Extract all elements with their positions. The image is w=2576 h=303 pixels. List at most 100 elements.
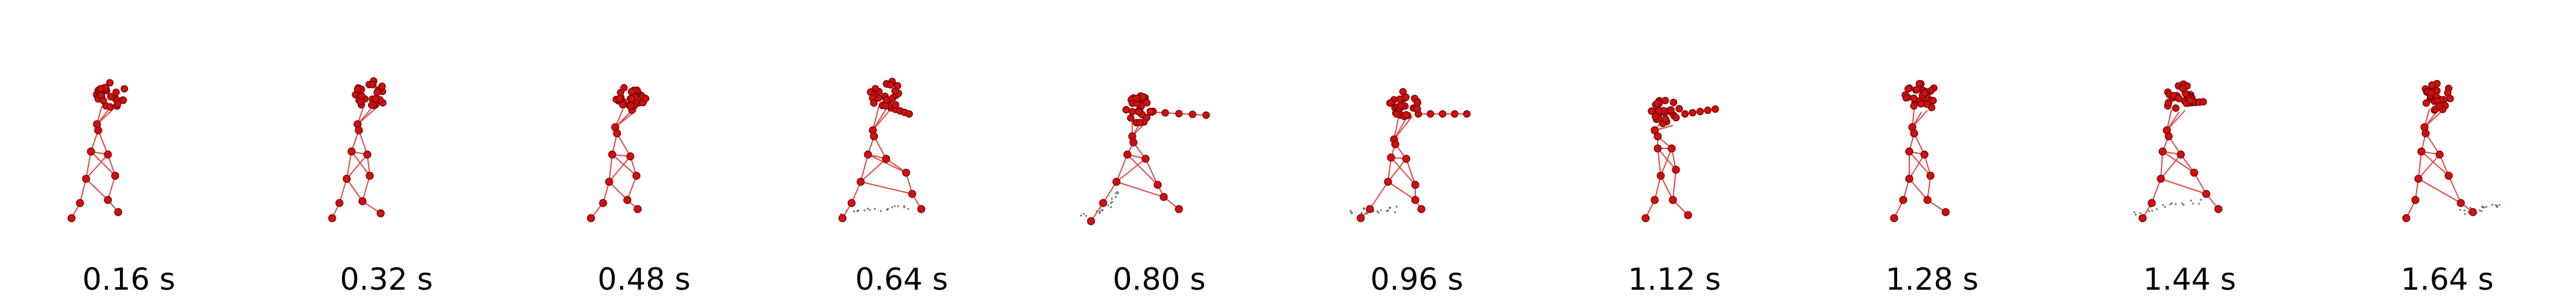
skeleton-bone xyxy=(2425,133,2440,155)
head-landmark xyxy=(627,95,636,102)
head-landmark xyxy=(106,79,114,87)
motion-trail-dot xyxy=(2182,204,2185,206)
head-landmark xyxy=(1146,107,1154,115)
pose-frame: 1.64 s xyxy=(2318,0,2576,303)
skeleton-joint xyxy=(1684,211,1692,219)
skeleton-joint xyxy=(905,110,913,118)
skeleton-bone xyxy=(351,151,370,176)
head-landmark xyxy=(1675,105,1683,113)
motion-trail-dot xyxy=(2491,204,2494,206)
frame-timestamp: 0.64 s xyxy=(855,262,949,297)
skeleton-bone xyxy=(1909,151,1931,176)
skeleton-joint xyxy=(1402,155,1410,163)
motion-trail-dot xyxy=(2151,210,2154,212)
skeleton-joint xyxy=(1160,193,1168,201)
skeleton-bone xyxy=(2418,178,2461,204)
skeleton-joint xyxy=(599,199,607,207)
motion-trail-dot xyxy=(2463,209,2466,211)
motion-trail-dot xyxy=(853,210,855,213)
motion-trail-dot xyxy=(1116,191,1118,193)
motion-trail-dot xyxy=(1387,209,1389,211)
skeleton-joint xyxy=(632,171,641,180)
skeleton-joint xyxy=(587,214,595,222)
skeleton-figure xyxy=(1080,92,1210,225)
skeleton-joint xyxy=(1161,109,1169,117)
skeleton-joint xyxy=(2435,150,2444,159)
skeleton-joint xyxy=(1650,196,1659,204)
skeleton-joint xyxy=(882,155,890,163)
motion-trail-dot xyxy=(897,205,899,207)
pose-frame: 1.28 s xyxy=(1803,0,2061,303)
head-landmark xyxy=(1122,106,1130,114)
skeleton-joint xyxy=(1112,178,1121,186)
skeleton-joint xyxy=(342,175,351,183)
skeleton-joint xyxy=(2469,208,2477,216)
motion-trail-dot xyxy=(1366,212,1369,215)
skeleton-joint xyxy=(908,190,916,198)
motion-trail-dot xyxy=(1083,213,1085,215)
skeleton-bone xyxy=(362,175,370,202)
skeleton-bone xyxy=(1145,158,1158,185)
motion-trail-dot xyxy=(1085,215,1087,217)
skeleton-joint xyxy=(2417,147,2426,156)
head-landmark xyxy=(1915,80,1923,88)
skeleton-joint xyxy=(1941,208,1950,216)
skeleton-bone xyxy=(1393,115,1400,140)
motion-trail-dot xyxy=(2200,199,2202,201)
motion-trail-dot xyxy=(856,210,859,212)
skeleton-joint xyxy=(838,214,847,222)
skeleton-figure xyxy=(1641,96,1720,222)
motion-trail-dot xyxy=(2498,204,2501,206)
skeleton-joint xyxy=(1387,153,1395,162)
motion-trail-dot xyxy=(873,208,876,210)
skeleton-bone xyxy=(107,175,116,201)
skeleton-joint xyxy=(917,205,926,213)
skeleton-joint xyxy=(67,214,76,222)
skeleton-joint xyxy=(1384,178,1392,186)
motion-trail-dot xyxy=(1389,207,1391,209)
skeleton-figure xyxy=(328,77,387,222)
motion-trail-dot xyxy=(1377,211,1380,214)
motion-trail-dot xyxy=(1395,205,1398,208)
head-landmark xyxy=(353,85,362,93)
skeleton-bone xyxy=(1654,175,1661,201)
head-landmark xyxy=(1902,94,1910,102)
skeleton-joint xyxy=(2411,196,2420,204)
head-landmark xyxy=(2422,99,2430,107)
skeleton-bone xyxy=(90,151,116,176)
skeleton-bone xyxy=(2448,175,2461,204)
skeleton-joint xyxy=(1087,217,1095,225)
skeleton-bone xyxy=(79,178,87,204)
head-landmark xyxy=(1393,110,1401,118)
skeleton-bone xyxy=(872,107,893,131)
skeleton-bone xyxy=(1406,158,1416,185)
pose-frame: 0.80 s xyxy=(1030,0,1288,303)
head-landmark xyxy=(642,95,650,102)
skeleton-bone xyxy=(2162,151,2195,173)
head-landmark xyxy=(1397,102,1405,110)
skeleton-joint xyxy=(2457,199,2465,207)
skeleton-joint xyxy=(2138,214,2147,222)
skeleton-joint xyxy=(355,126,363,135)
skeleton-joint xyxy=(82,175,90,183)
motion-trail-dot xyxy=(1110,202,1112,204)
skeleton-bone xyxy=(1927,175,1931,201)
head-landmark xyxy=(1910,95,1918,102)
motion-trail-dot xyxy=(1080,215,1083,217)
skeleton-joint xyxy=(1391,140,1400,148)
skeleton-joint xyxy=(1681,110,1689,118)
motion-trail-dot xyxy=(1110,206,1112,208)
head-landmark xyxy=(1655,107,1663,115)
pose-frame: 0.16 s xyxy=(0,0,258,303)
head-landmark xyxy=(1913,86,1921,94)
motion-trail-dot xyxy=(1101,209,1104,211)
skeleton-joint xyxy=(1905,147,1914,156)
skeleton-bone xyxy=(616,133,631,157)
skeleton-bone xyxy=(85,178,108,201)
motion-trail-dot xyxy=(2464,213,2466,215)
skeleton-joint xyxy=(1438,110,1447,118)
head-landmark xyxy=(106,103,114,111)
skeleton-joint xyxy=(1189,110,1196,118)
skeleton-bone xyxy=(1116,154,1128,182)
